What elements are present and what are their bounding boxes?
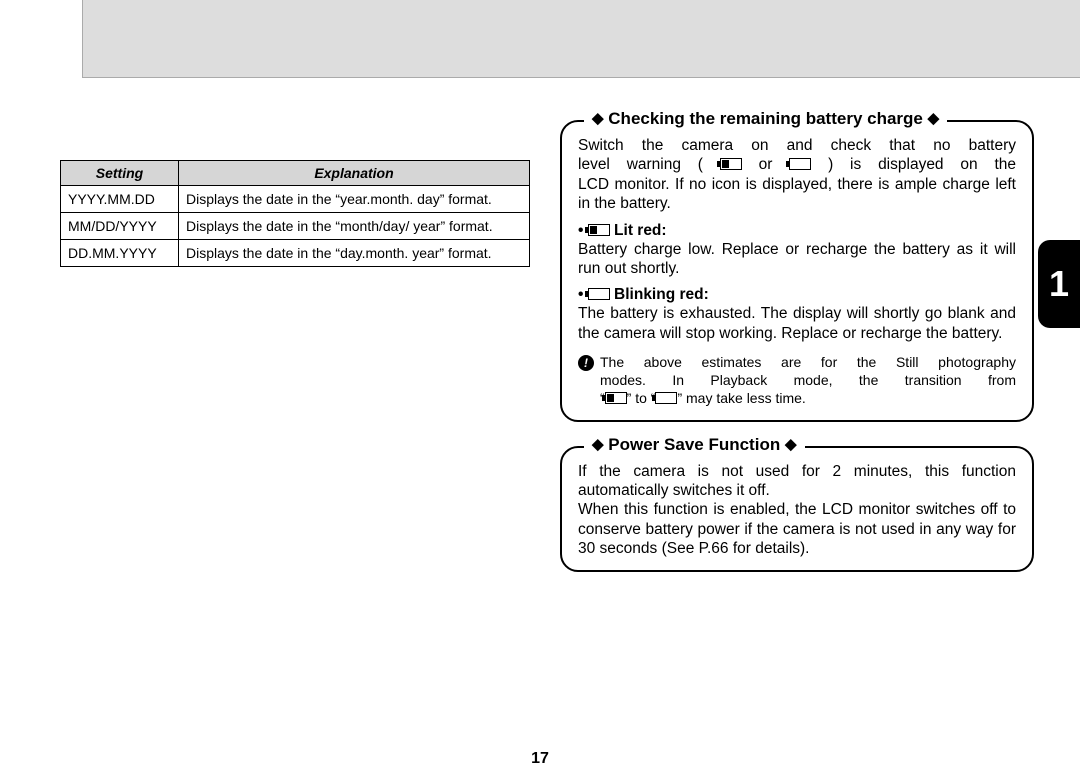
battery-low-icon (605, 392, 627, 404)
diamond-icon: ◆ (592, 110, 604, 127)
note-line-2: modes. In Playback mode, the transition … (600, 371, 1016, 389)
table-row: DD.MM.YYYY Displays the date in the “day… (61, 240, 530, 267)
table-row: MM/DD/YYYY Displays the date in the “mon… (61, 213, 530, 240)
text: ” may take less time. (677, 390, 805, 406)
lit-red-body: Battery charge low. Replace or recharge … (578, 240, 1016, 279)
battery-empty-icon (588, 288, 610, 300)
diamond-icon: ◆ (592, 436, 604, 453)
battery-intro-2: level warning ( or ) is displayed on the (578, 155, 1016, 174)
cell-setting: MM/DD/YYYY (61, 213, 179, 240)
powersave-title-text: Power Save Function (608, 435, 780, 454)
text: level warning ( (578, 156, 703, 173)
text: ” to “ (627, 390, 656, 406)
text: ) is displayed on the (828, 156, 1016, 173)
battery-box: ◆ Checking the remaining battery charge … (560, 120, 1034, 422)
diamond-icon: ◆ (928, 110, 940, 127)
cell-explanation: Displays the date in the “year.month. da… (179, 186, 530, 213)
th-setting: Setting (61, 161, 179, 186)
powersave-box: ◆ Power Save Function ◆ If the camera is… (560, 446, 1034, 573)
battery-intro-1: Switch the camera on and check that no b… (578, 136, 1016, 155)
section-tab: 1 (1038, 240, 1080, 328)
note-line-3: “” to “” may take less time. (600, 389, 1016, 407)
powersave-p2: When this function is enabled, the LCD m… (578, 500, 1016, 558)
page-number: 17 (0, 750, 1080, 768)
page-content: Setting Explanation YYYY.MM.DD Displays … (60, 120, 1034, 596)
battery-box-title: ◆ Checking the remaining battery charge … (584, 109, 947, 129)
cell-setting: DD.MM.YYYY (61, 240, 179, 267)
powersave-p1: If the camera is not used for 2 minutes,… (578, 462, 1016, 501)
battery-title-text: Checking the remaining battery charge (608, 109, 923, 128)
blinking-red-body: The battery is exhausted. The display wi… (578, 304, 1016, 343)
cell-explanation: Displays the date in the “month/day/ yea… (179, 213, 530, 240)
header-band (82, 0, 1080, 78)
battery-low-icon (588, 224, 610, 236)
lit-red-heading: • Lit red: (578, 222, 1016, 240)
cell-setting: YYYY.MM.DD (61, 186, 179, 213)
left-column: Setting Explanation YYYY.MM.DD Displays … (60, 120, 530, 596)
note-line-1: The above estimates are for the Still ph… (600, 353, 1016, 371)
battery-empty-icon (789, 158, 811, 170)
lit-red-label: Lit red: (610, 222, 667, 239)
text: or (759, 156, 790, 173)
blinking-red-heading: • Blinking red: (578, 286, 1016, 304)
cell-explanation: Displays the date in the “day.month. yea… (179, 240, 530, 267)
th-explanation: Explanation (179, 161, 530, 186)
note-row: ! The above estimates are for the Still … (578, 353, 1016, 408)
powersave-box-title: ◆ Power Save Function ◆ (584, 435, 805, 455)
info-icon: ! (578, 355, 594, 371)
settings-table: Setting Explanation YYYY.MM.DD Displays … (60, 160, 530, 267)
battery-empty-icon (655, 392, 677, 404)
table-row: YYYY.MM.DD Displays the date in the “yea… (61, 186, 530, 213)
right-column: ◆ Checking the remaining battery charge … (560, 120, 1034, 596)
battery-low-icon (720, 158, 742, 170)
blinking-red-label: Blinking red: (610, 286, 709, 303)
battery-intro-3: LCD monitor. If no icon is displayed, th… (578, 175, 1016, 214)
diamond-icon: ◆ (785, 436, 797, 453)
